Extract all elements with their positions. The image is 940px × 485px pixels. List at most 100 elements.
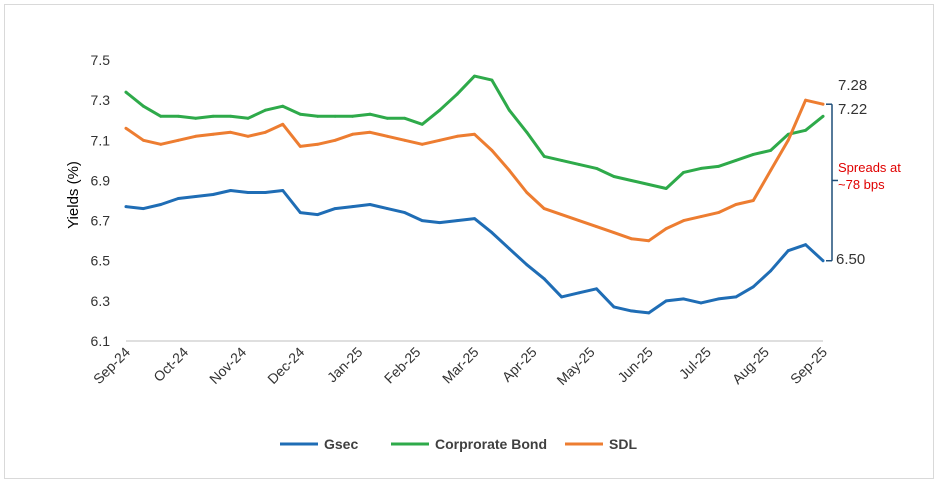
data-point xyxy=(194,134,198,138)
data-point xyxy=(734,295,738,299)
data-point xyxy=(455,134,459,138)
data-point xyxy=(176,138,180,142)
data-point xyxy=(699,301,703,305)
data-point xyxy=(386,116,389,120)
x-tick-label: Jul-25 xyxy=(676,344,714,382)
x-tick-label: Apr-25 xyxy=(499,344,540,385)
data-point xyxy=(368,203,372,206)
data-point xyxy=(298,112,302,116)
x-tick-label: May-25 xyxy=(553,344,597,388)
data-point xyxy=(507,247,511,251)
data-point xyxy=(176,197,180,200)
data-point xyxy=(159,142,163,146)
data-point xyxy=(595,167,598,170)
data-point xyxy=(769,169,773,172)
data-point xyxy=(229,189,233,192)
data-point xyxy=(194,195,198,198)
data-point xyxy=(229,130,233,134)
data-point xyxy=(647,239,651,243)
series-line-0 xyxy=(124,189,825,315)
data-point xyxy=(246,134,250,138)
data-point xyxy=(647,183,651,186)
data-point xyxy=(490,231,494,235)
data-point xyxy=(420,219,424,223)
data-point xyxy=(682,171,685,174)
data-point xyxy=(473,74,476,78)
end-label-gsec: 6.50 xyxy=(836,251,865,268)
data-point xyxy=(403,116,407,120)
data-point xyxy=(264,191,267,194)
data-point xyxy=(507,169,511,172)
data-point xyxy=(229,114,233,118)
data-point xyxy=(490,149,494,152)
data-point xyxy=(124,205,128,209)
data-point xyxy=(316,114,320,118)
y-tick-label: 7.5 xyxy=(91,52,111,68)
data-point xyxy=(717,211,720,215)
data-point xyxy=(682,219,685,223)
data-point xyxy=(420,142,424,146)
data-point xyxy=(577,291,581,295)
data-point xyxy=(455,219,459,223)
data-point xyxy=(333,207,337,211)
data-point xyxy=(211,193,215,196)
data-point xyxy=(281,189,285,192)
data-point xyxy=(734,159,738,162)
x-tick-label: Sep-25 xyxy=(787,344,830,387)
data-point xyxy=(542,155,546,158)
y-tick-label: 7.3 xyxy=(91,92,111,108)
data-point xyxy=(612,305,616,309)
data-point xyxy=(647,311,651,315)
data-point xyxy=(124,126,128,130)
data-point xyxy=(246,191,250,194)
x-tick-label: Sep-24 xyxy=(90,344,133,387)
y-axis-tick-labels: 6.1 6.3 6.5 6.7 6.9 7.1 7.3 7.5 xyxy=(91,52,111,349)
data-point xyxy=(751,153,755,156)
data-point xyxy=(194,116,198,120)
data-point xyxy=(664,187,668,190)
data-point xyxy=(438,108,442,112)
data-point xyxy=(368,130,372,134)
data-point xyxy=(560,159,563,162)
data-point xyxy=(473,132,476,136)
data-point xyxy=(804,128,807,132)
data-point xyxy=(769,269,773,273)
y-tick-label: 6.3 xyxy=(91,293,111,309)
data-point xyxy=(316,213,320,217)
data-point xyxy=(612,175,616,178)
data-point xyxy=(438,221,442,225)
data-point xyxy=(386,134,389,138)
data-point xyxy=(769,149,773,152)
data-point xyxy=(560,213,563,217)
legend-label-2: SDL xyxy=(609,436,637,452)
y-tick-label: 6.9 xyxy=(91,172,111,188)
spread-bracket xyxy=(826,103,838,262)
series-lines xyxy=(124,74,825,315)
data-point xyxy=(211,132,215,136)
data-point xyxy=(821,102,825,106)
end-label-sdl: 7.28 xyxy=(838,77,867,94)
data-point xyxy=(577,163,581,166)
data-point xyxy=(699,167,703,170)
y-tick-label: 6.5 xyxy=(91,253,111,269)
data-point xyxy=(403,211,407,215)
data-point xyxy=(664,299,668,303)
x-tick-label: Oct-24 xyxy=(150,344,191,385)
data-point xyxy=(682,297,685,301)
data-point xyxy=(629,179,633,182)
legend: Gsec Corprorate Bond SDL xyxy=(280,436,637,452)
data-point xyxy=(316,142,320,146)
data-point xyxy=(386,207,389,211)
data-point xyxy=(804,243,807,247)
data-point xyxy=(542,277,546,281)
data-point xyxy=(298,145,302,148)
data-point xyxy=(821,114,825,118)
data-point xyxy=(717,165,720,168)
data-point xyxy=(351,205,354,209)
data-point xyxy=(264,108,267,112)
data-point xyxy=(525,263,529,267)
y-tick-label: 6.7 xyxy=(91,213,111,229)
x-tick-label: Nov-24 xyxy=(206,344,249,387)
data-point xyxy=(629,309,633,313)
x-axis-tick-labels: Sep-24 Oct-24 Nov-24 Dec-24 Jan-25 Feb-25 Mar-… xyxy=(90,344,830,388)
